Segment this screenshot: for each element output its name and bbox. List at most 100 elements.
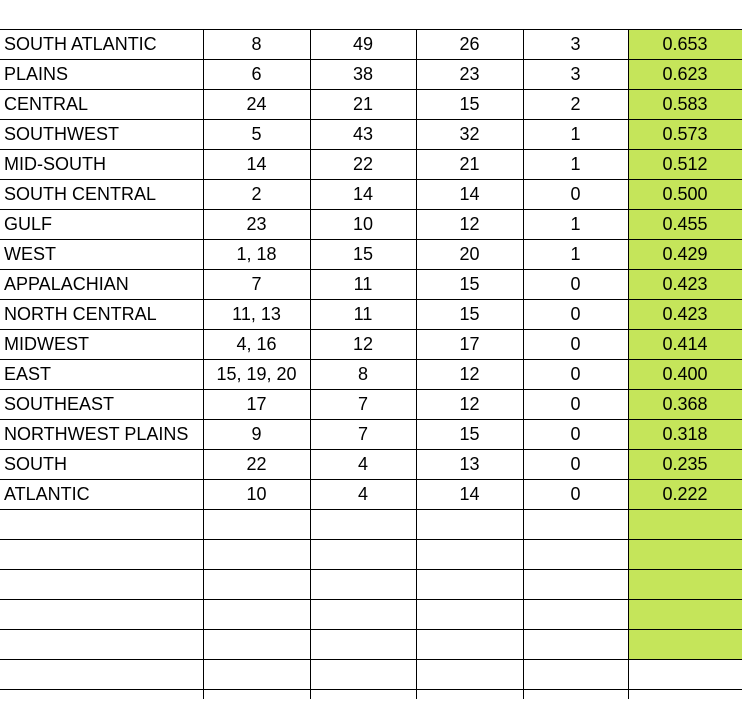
cell-c2[interactable]: 7 [310, 389, 417, 420]
empty-cell[interactable] [523, 539, 629, 570]
cell-name[interactable]: ATLANTIC [0, 479, 204, 510]
cell-pct[interactable]: 0.653 [627, 29, 742, 60]
cell-c3[interactable]: 14 [416, 179, 524, 210]
cell-c4[interactable]: 3 [523, 59, 629, 90]
empty-cell[interactable] [0, 569, 204, 600]
cell-c4[interactable]: 1 [523, 239, 629, 270]
empty-cell[interactable] [0, 539, 204, 570]
cell-c2[interactable]: 8 [310, 359, 417, 390]
empty-cell[interactable] [310, 569, 417, 600]
empty-cell[interactable] [416, 569, 524, 600]
empty-cell[interactable] [310, 539, 417, 570]
cell-c2[interactable]: 15 [310, 239, 417, 270]
empty-cell[interactable] [416, 659, 524, 690]
cell-c3[interactable]: 15 [416, 269, 524, 300]
empty-cell[interactable] [627, 539, 742, 570]
cell-c2[interactable]: 4 [310, 479, 417, 510]
cell-c2[interactable]: 10 [310, 209, 417, 240]
cell-name[interactable]: MIDWEST [0, 329, 204, 360]
cell-c3[interactable]: 21 [416, 149, 524, 180]
total-cell[interactable] [203, 689, 311, 699]
cell-c2[interactable]: 21 [310, 89, 417, 120]
empty-cell[interactable] [310, 659, 417, 690]
cell-c4[interactable]: 0 [523, 299, 629, 330]
cell-c4[interactable]: 0 [523, 449, 629, 480]
cell-c4[interactable]: 0 [523, 389, 629, 420]
cell-c3[interactable]: 14 [416, 479, 524, 510]
empty-cell[interactable] [203, 659, 311, 690]
cell-c1[interactable]: 11, 13 [203, 299, 311, 330]
empty-cell[interactable] [416, 629, 524, 660]
cell-c1[interactable]: 1, 18 [203, 239, 311, 270]
cell-pct[interactable]: 0.414 [627, 329, 742, 360]
cell-c3[interactable]: 12 [416, 389, 524, 420]
empty-cell[interactable] [310, 629, 417, 660]
cell-c1[interactable]: 15, 19, 20 [203, 359, 311, 390]
cell-name[interactable]: SOUTH CENTRAL [0, 179, 204, 210]
cell-c4[interactable]: 0 [523, 329, 629, 360]
cell-name[interactable]: SOUTHWEST [0, 119, 204, 150]
cell-c1[interactable]: 24 [203, 89, 311, 120]
cell-name[interactable]: SOUTH [0, 449, 204, 480]
cell-c3[interactable]: 15 [416, 299, 524, 330]
cell-c1[interactable]: 23 [203, 209, 311, 240]
cell-c3[interactable]: 15 [416, 419, 524, 450]
cell-pct[interactable]: 0.429 [627, 239, 742, 270]
cell-c4[interactable]: 0 [523, 419, 629, 450]
empty-cell[interactable] [310, 509, 417, 540]
cell-pct[interactable]: 0.512 [627, 149, 742, 180]
cell-pct[interactable]: 0.500 [627, 179, 742, 210]
cell-c2[interactable]: 49 [310, 29, 417, 60]
cell-c1[interactable]: 10 [203, 479, 311, 510]
empty-cell[interactable] [416, 539, 524, 570]
empty-cell[interactable] [310, 599, 417, 630]
empty-cell[interactable] [627, 569, 742, 600]
cell-c2[interactable]: 14 [310, 179, 417, 210]
empty-cell[interactable] [203, 509, 311, 540]
empty-cell[interactable] [0, 629, 204, 660]
cell-c1[interactable]: 9 [203, 419, 311, 450]
cell-pct[interactable]: 0.455 [627, 209, 742, 240]
total-cell[interactable] [627, 689, 742, 699]
empty-cell[interactable] [0, 599, 204, 630]
cell-pct[interactable]: 0.423 [627, 299, 742, 330]
cell-pct[interactable]: 0.573 [627, 119, 742, 150]
cell-c1[interactable]: 6 [203, 59, 311, 90]
cell-name[interactable]: WEST [0, 239, 204, 270]
total-cell[interactable] [310, 689, 417, 699]
empty-cell[interactable] [627, 629, 742, 660]
cell-name[interactable]: GULF [0, 209, 204, 240]
cell-c3[interactable]: 32 [416, 119, 524, 150]
cell-c1[interactable]: 22 [203, 449, 311, 480]
cell-c3[interactable]: 17 [416, 329, 524, 360]
empty-cell[interactable] [523, 569, 629, 600]
cell-pct[interactable]: 0.222 [627, 479, 742, 510]
cell-c1[interactable]: 4, 16 [203, 329, 311, 360]
cell-c4[interactable]: 0 [523, 479, 629, 510]
cell-pct[interactable]: 0.368 [627, 389, 742, 420]
cell-c1[interactable]: 8 [203, 29, 311, 60]
cell-name[interactable]: PLAINS [0, 59, 204, 90]
cell-name[interactable]: NORTH CENTRAL [0, 299, 204, 330]
cell-name[interactable]: SOUTHEAST [0, 389, 204, 420]
empty-cell[interactable] [627, 659, 742, 690]
empty-cell[interactable] [203, 569, 311, 600]
empty-cell[interactable] [523, 599, 629, 630]
cell-c3[interactable]: 23 [416, 59, 524, 90]
cell-c2[interactable]: 11 [310, 269, 417, 300]
cell-c1[interactable]: 17 [203, 389, 311, 420]
cell-name[interactable]: NORTHWEST PLAINS [0, 419, 204, 450]
cell-c1[interactable]: 14 [203, 149, 311, 180]
cell-c4[interactable]: 3 [523, 29, 629, 60]
cell-c4[interactable]: 1 [523, 119, 629, 150]
cell-c2[interactable]: 12 [310, 329, 417, 360]
cell-c2[interactable]: 4 [310, 449, 417, 480]
cell-c4[interactable]: 2 [523, 89, 629, 120]
cell-c1[interactable]: 7 [203, 269, 311, 300]
empty-cell[interactable] [523, 509, 629, 540]
cell-c4[interactable]: 1 [523, 149, 629, 180]
cell-c2[interactable]: 11 [310, 299, 417, 330]
cell-c2[interactable]: 43 [310, 119, 417, 150]
cell-c2[interactable]: 38 [310, 59, 417, 90]
empty-cell[interactable] [416, 509, 524, 540]
